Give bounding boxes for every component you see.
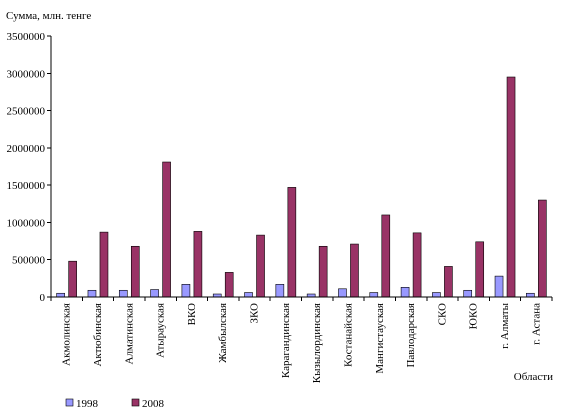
bar-1998 — [400, 287, 410, 298]
y-axis-title: Сумма, млн. тенге — [6, 10, 91, 22]
x-tick-label: Алматинская — [123, 303, 135, 365]
bar-2008 — [287, 187, 297, 298]
x-tick-label: Актюбинская — [92, 303, 104, 367]
y-tick-label: 500000 — [12, 255, 46, 267]
bar-2008 — [256, 234, 265, 298]
x-axis: Акмолинская Актюбинская Алматинская Атыраус… — [50, 297, 553, 383]
legend-label-1998: 1998 — [76, 398, 99, 410]
bar-1998 — [463, 289, 473, 298]
x-tick-label: г. Алматы — [499, 302, 511, 348]
y-tick-label: 3500000 — [7, 31, 46, 43]
x-tick-label: СКО — [436, 303, 448, 325]
y-tick-label: 2000000 — [7, 143, 46, 155]
bar-2008 — [381, 214, 391, 298]
x-tick-label: Мангистауская — [374, 303, 386, 374]
bar-1998 — [56, 292, 65, 298]
x-tick-label: г. Астана — [530, 303, 542, 345]
bar-1998 — [244, 292, 253, 298]
x-tick-label: Кызылординская — [311, 303, 323, 383]
bar-1998 — [369, 292, 379, 298]
x-tick-label: Акмолинская — [61, 303, 73, 366]
x-tick-label: Атырауская — [155, 303, 167, 358]
bar-2008 — [162, 161, 171, 298]
x-tick-label: Жамбылская — [217, 303, 229, 363]
y-tick-label: 1500000 — [7, 180, 46, 192]
bar-1998 — [275, 284, 285, 298]
bar-2008 — [99, 231, 109, 298]
bar-1998 — [338, 288, 347, 298]
x-tick-label: ЗКО — [249, 303, 261, 324]
bar-2008 — [318, 245, 328, 298]
bar-2008 — [506, 76, 516, 298]
x-tick-label: Павлодарская — [405, 303, 417, 368]
bar-2008 — [130, 245, 140, 298]
bar-1998 — [432, 292, 441, 298]
y-tick-label: 0 — [40, 292, 46, 304]
bar-1998 — [118, 289, 128, 298]
x-tick-label: ЮКО — [468, 303, 480, 329]
x-tick-label: ВКО — [186, 303, 198, 325]
bar-2008 — [538, 199, 547, 298]
x-tick-label: Карагандинская — [280, 303, 292, 378]
bar-2008 — [350, 243, 359, 298]
bar-2008 — [193, 231, 203, 298]
bar-2008 — [224, 272, 234, 298]
bar-1998 — [87, 289, 97, 298]
bar-2008 — [412, 232, 422, 298]
bar-1998 — [150, 289, 159, 298]
legend-swatch-2008 — [131, 398, 140, 407]
legend-label-2008: 2008 — [142, 398, 165, 410]
x-axis-title: Области — [514, 371, 553, 383]
y-tick-label: 3000000 — [7, 68, 46, 80]
bar-1998 — [494, 275, 504, 298]
legend-swatch-1998 — [65, 398, 74, 407]
x-tick-label: Костанайская — [342, 303, 354, 367]
bars — [56, 76, 547, 298]
bar-1998 — [526, 292, 535, 298]
bar-2008 — [68, 260, 77, 298]
bar-2008 — [475, 241, 485, 298]
bar-1998 — [181, 284, 191, 298]
legend: 1998 2008 — [65, 398, 165, 410]
bar-2008 — [444, 266, 453, 298]
y-tick-label: 2500000 — [7, 106, 46, 118]
y-tick-label: 1000000 — [7, 217, 46, 229]
y-axis: 0 500000 1000000 1500000 2000000 2500000 30000… — [7, 31, 51, 304]
